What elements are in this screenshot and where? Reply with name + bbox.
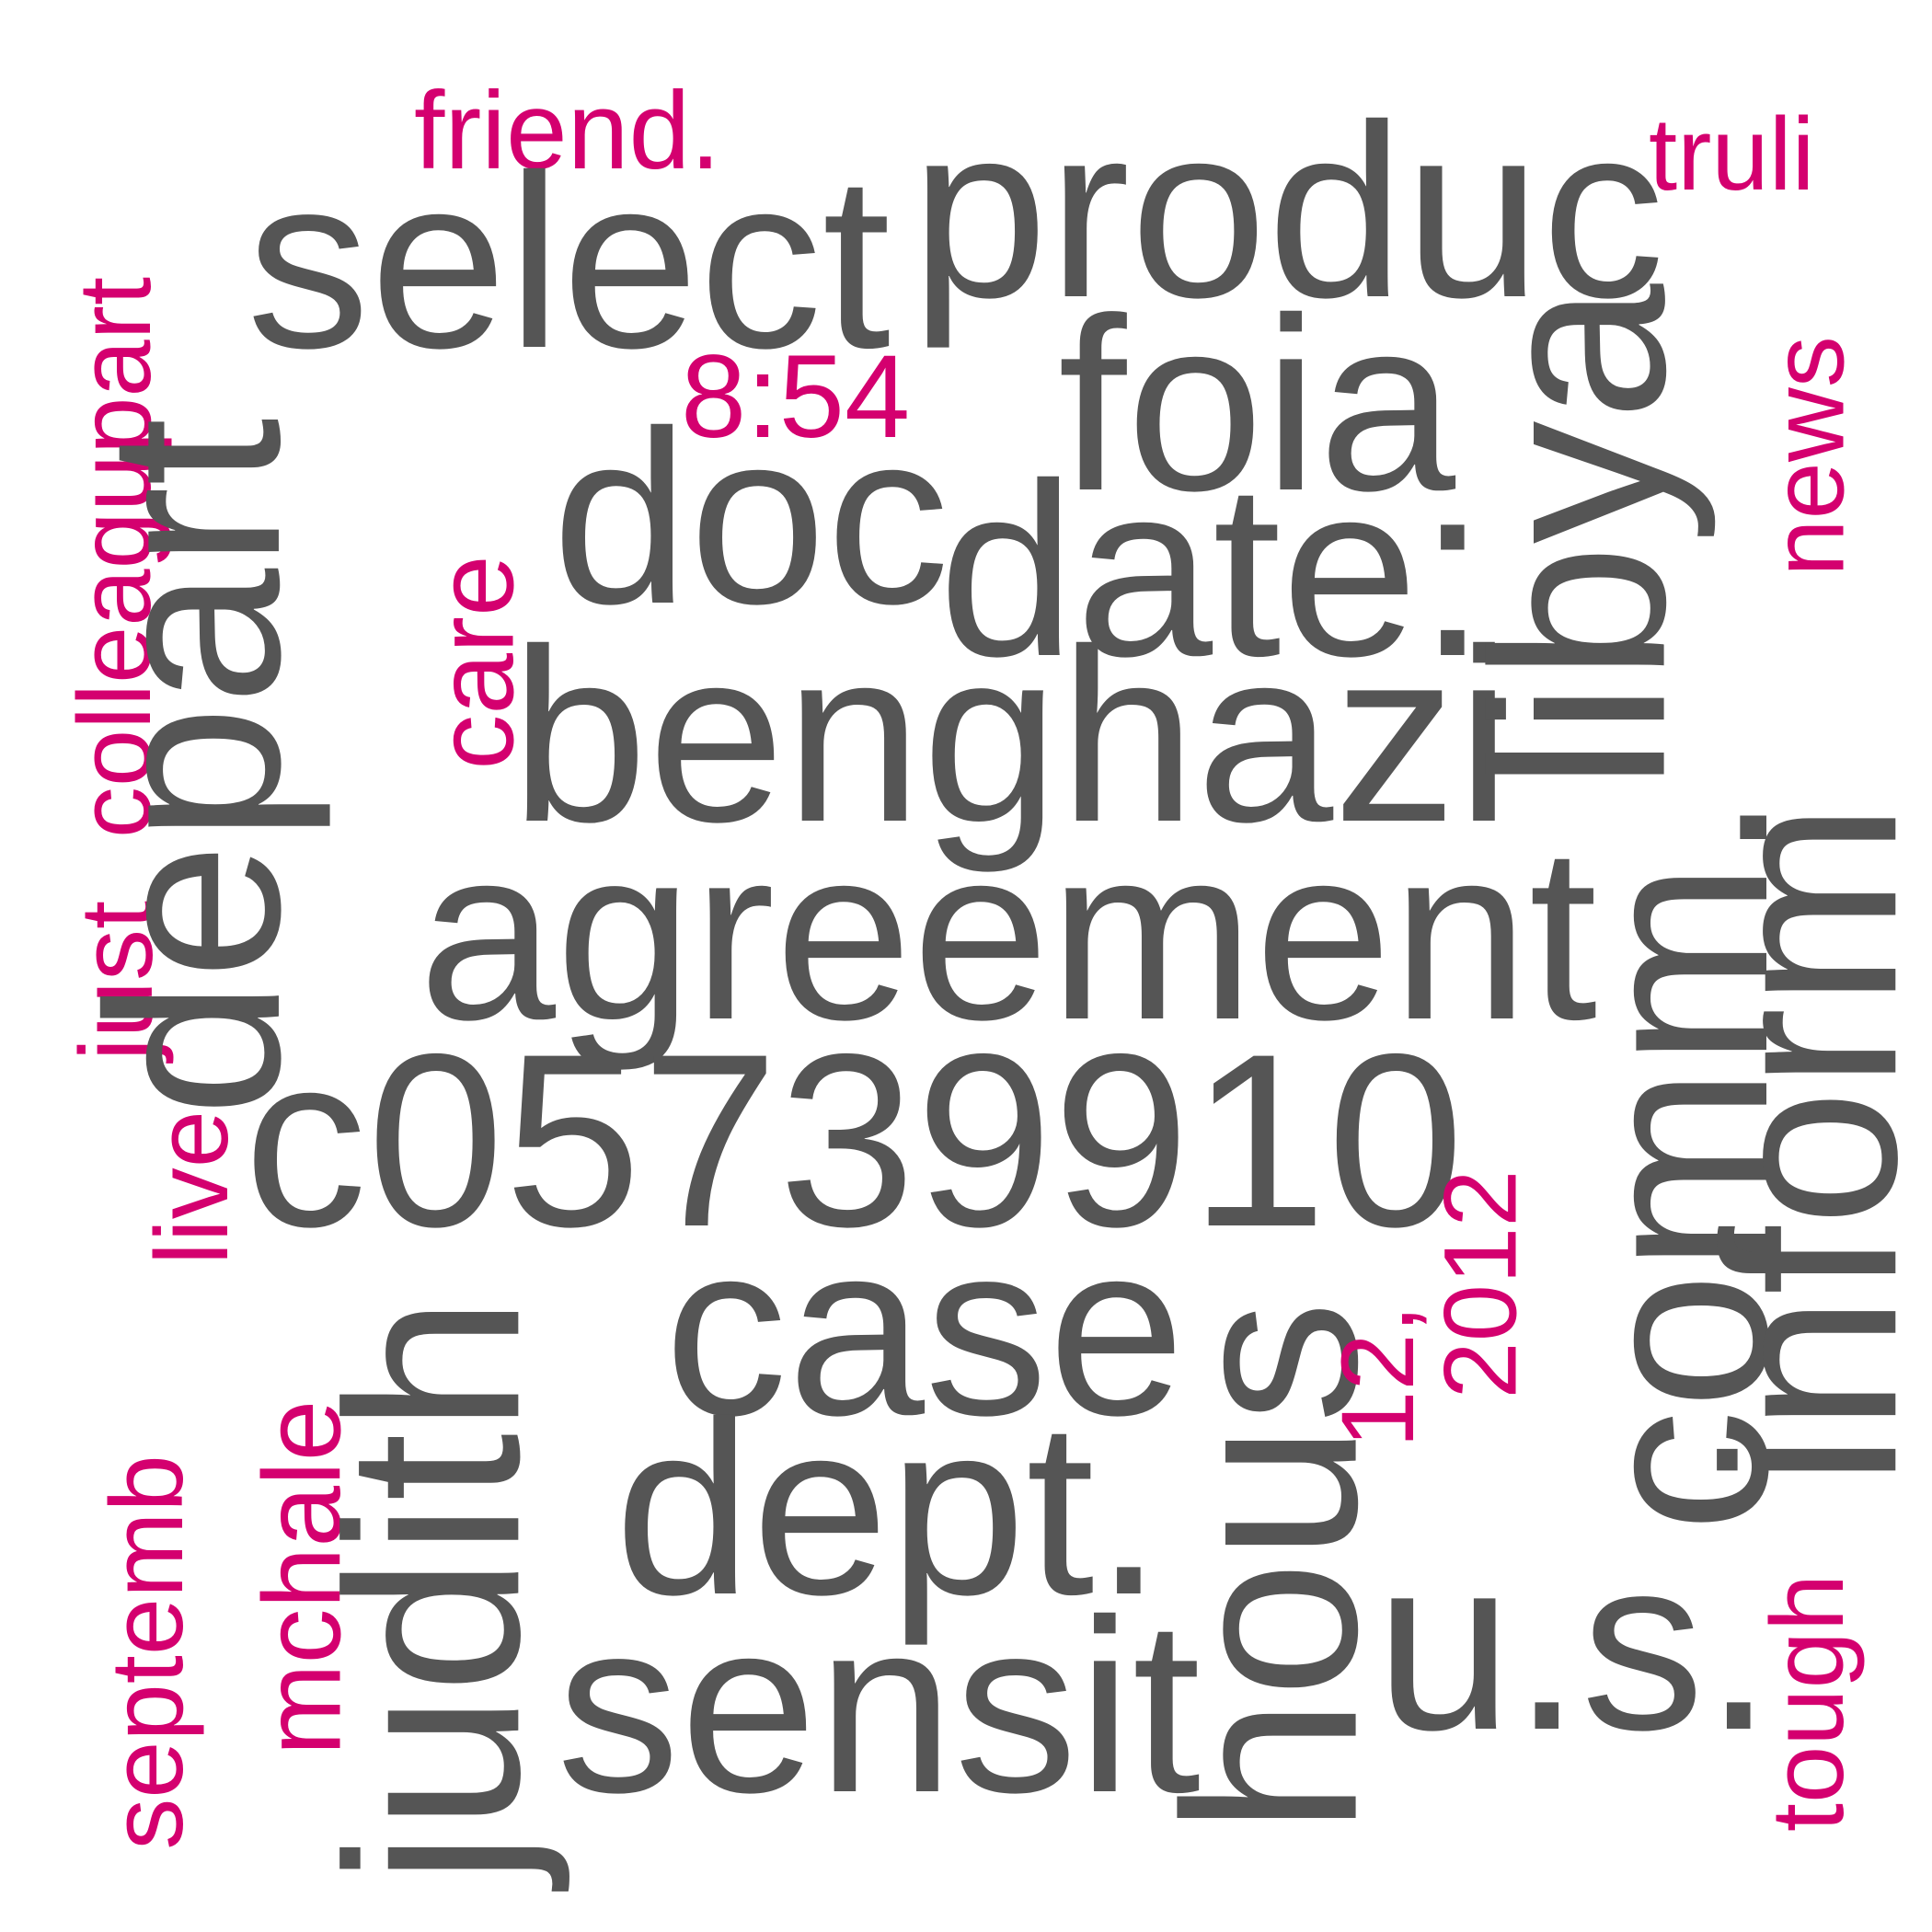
word-inform: inform: [1672, 801, 1932, 1488]
word-friend: friend.: [414, 69, 721, 192]
word-dept: dept.: [615, 1370, 1164, 1646]
word-c05739910: c05739910: [244, 1002, 1465, 1278]
word-tough: tough: [1750, 1573, 1866, 1833]
word-judith: judith: [294, 1295, 571, 1886]
word-case: case: [664, 1190, 1186, 1466]
word-doc: doc: [552, 379, 950, 655]
word-854: 8:54: [681, 331, 911, 463]
word-truli: truli: [1649, 97, 1815, 212]
word-septemb: septemb: [88, 1455, 204, 1850]
word-12: 12,: [1319, 1305, 1435, 1448]
word-2012: 2012: [1422, 1169, 1538, 1399]
word-benghazi: benghazi: [511, 597, 1512, 873]
word-libya: libya: [1440, 283, 1717, 791]
word-produc: produc: [911, 73, 1665, 349]
word-depart: depart: [54, 418, 331, 1117]
word-live: live: [134, 1110, 250, 1266]
word-select: select: [247, 123, 891, 399]
word-news: news: [1750, 336, 1866, 577]
word-date: date:: [938, 431, 1488, 707]
word-agreement: agreement: [419, 795, 1598, 1071]
word-foia: foia: [1058, 266, 1456, 542]
word-care: care: [413, 555, 537, 770]
word-us: u.s.: [1375, 1505, 1773, 1781]
word-sensit: sensit: [557, 1568, 1202, 1844]
